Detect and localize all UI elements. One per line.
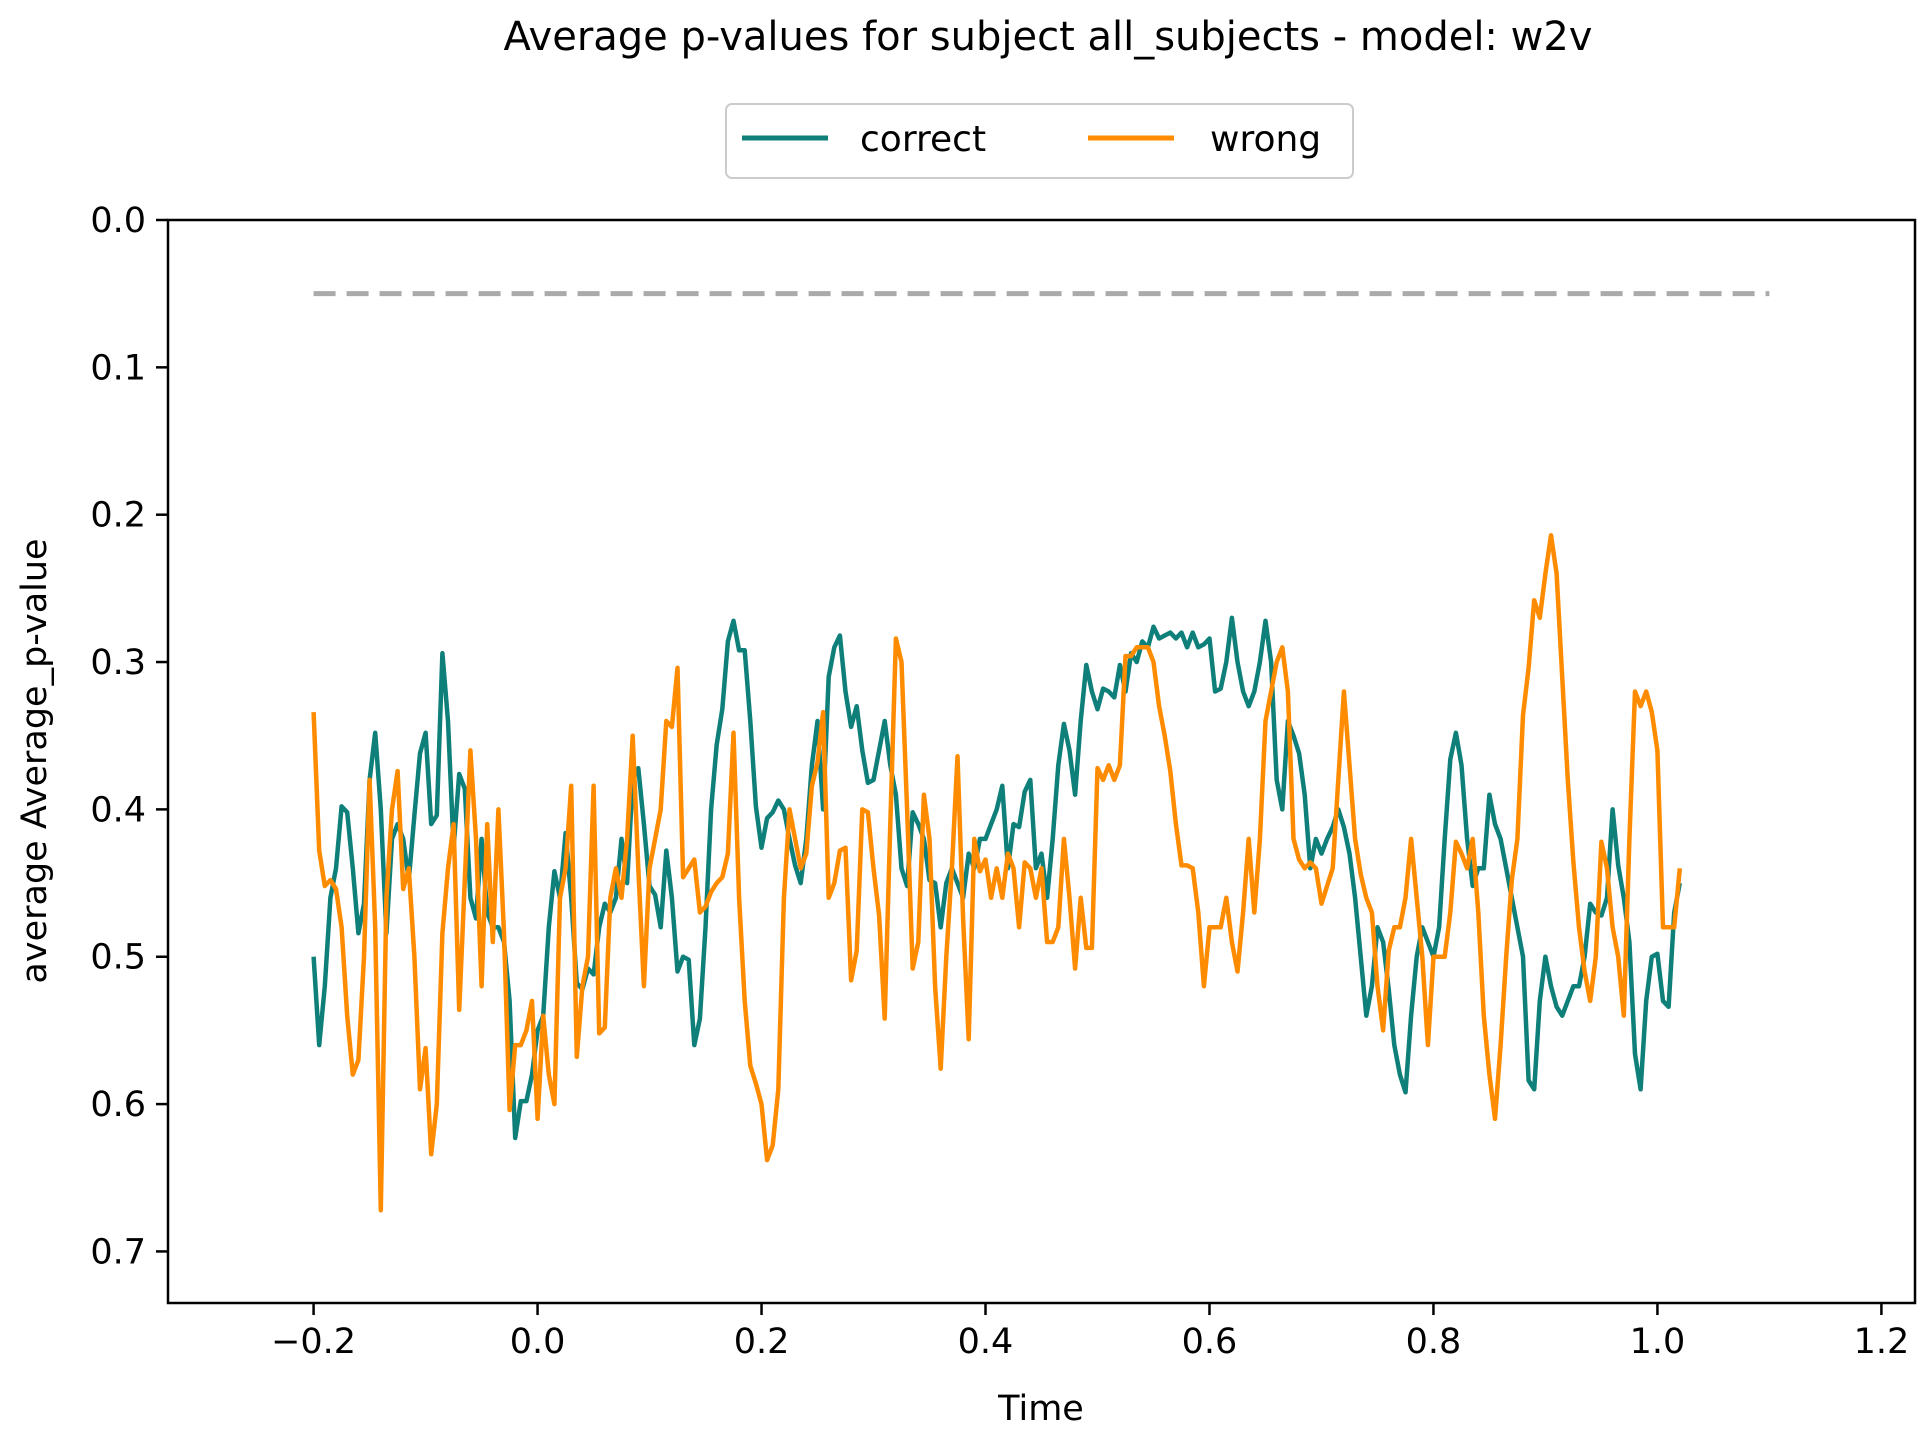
x-tick-label: −0.2 xyxy=(271,1322,356,1362)
y-tick-label: 0.4 xyxy=(90,790,146,830)
legend: correct wrong xyxy=(725,103,1354,179)
legend-label-correct: correct xyxy=(860,119,986,160)
y-tick-label: 0.1 xyxy=(90,348,146,388)
legend-frame xyxy=(725,103,1354,179)
x-tick-label: 0.0 xyxy=(510,1322,566,1362)
y-tick-label: 0.6 xyxy=(90,1085,146,1125)
x-tick-label: 1.2 xyxy=(1854,1322,1910,1362)
chart-title: Average p-values for subject all_subject… xyxy=(504,14,1593,60)
y-tick-label: 0.0 xyxy=(90,201,146,241)
y-tick-label: 0.5 xyxy=(90,938,146,978)
series-line-wrong xyxy=(311,533,1683,1213)
x-tick-label: 1.0 xyxy=(1630,1322,1686,1362)
x-axis-ticks: −0.2 0.0 0.2 0.4 0.6 0.8 1.0 1.2 xyxy=(271,1303,1909,1362)
x-tick-label: 0.6 xyxy=(1182,1322,1238,1362)
x-axis-label: Time xyxy=(997,1389,1084,1429)
x-tick-label: 0.4 xyxy=(958,1322,1014,1362)
x-tick-label: 0.2 xyxy=(734,1322,790,1362)
legend-label-wrong: wrong xyxy=(1210,119,1321,160)
y-tick-label: 0.3 xyxy=(90,643,146,683)
plot-area xyxy=(311,291,1770,1213)
y-tick-label: 0.2 xyxy=(90,496,146,536)
y-axis-ticks: 0.0 0.1 0.2 0.3 0.4 0.5 0.6 0.7 xyxy=(90,201,168,1272)
y-tick-label: 0.7 xyxy=(90,1232,146,1272)
plot-frame xyxy=(166,218,1917,1305)
x-tick-label: 0.8 xyxy=(1406,1322,1462,1362)
y-axis-label: average Average_p-value xyxy=(15,538,55,983)
